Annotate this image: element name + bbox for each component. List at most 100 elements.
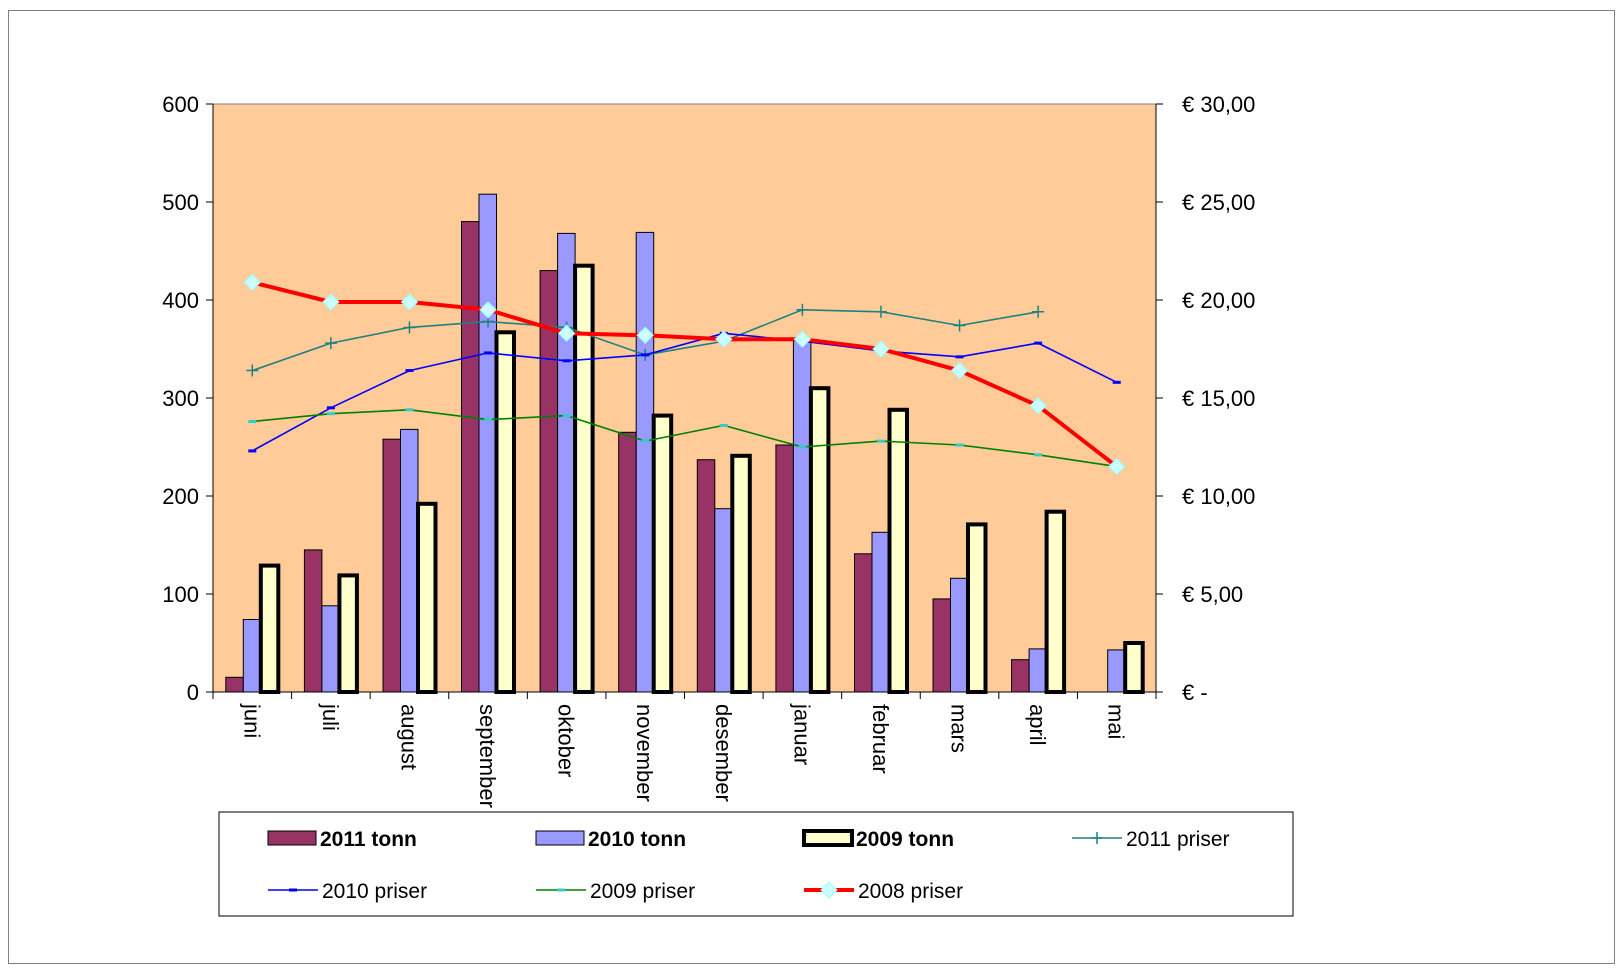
point-2010-priser-september bbox=[484, 351, 493, 355]
bar-2010-tonn-november bbox=[635, 231, 655, 693]
point-2011-priser-juni bbox=[246, 364, 259, 377]
bar-2010-tonn-mai bbox=[1107, 649, 1126, 693]
point-2010-priser-juni bbox=[248, 449, 257, 453]
line-2008-priser bbox=[251, 280, 1118, 469]
bar-2009-tonn-juni bbox=[258, 563, 281, 694]
point-2008-priser-november bbox=[636, 326, 654, 344]
x-tick-label-oktober: oktober bbox=[554, 704, 579, 777]
point-2009-priser-mars bbox=[955, 443, 964, 447]
bar-2009-tonn-februar bbox=[887, 407, 909, 694]
bar-2009-tonn-januar bbox=[808, 386, 831, 694]
point-2009-priser-august bbox=[405, 408, 414, 412]
point-2008-priser-februar bbox=[872, 340, 890, 358]
y-right-tick-label: € 25,00 bbox=[1182, 190, 1255, 215]
bar-2011-tonn-juni bbox=[225, 676, 244, 693]
point-2010-priser-august bbox=[405, 369, 414, 373]
bar-2010-tonn-september bbox=[478, 193, 497, 693]
svg-text:2011 priser: 2011 priser bbox=[1126, 828, 1230, 851]
point-2008-priser-august bbox=[400, 293, 419, 311]
legend-entry-2010-tonn: 2010 tonn bbox=[535, 828, 686, 851]
bar-2009-tonn-oktober bbox=[573, 263, 595, 694]
svg-text:2010 tonn: 2010 tonn bbox=[588, 828, 686, 851]
y-right-tick-label: € 15,00 bbox=[1182, 386, 1255, 411]
x-tick-label-februar: februar bbox=[868, 704, 893, 774]
bar-2009-tonn-mai bbox=[1123, 641, 1145, 694]
bar-2009-tonn-september bbox=[494, 330, 516, 694]
legend-marker-2011-priser bbox=[1091, 832, 1103, 844]
point-2009-priser-september bbox=[484, 418, 493, 422]
legend-marker-2008-priser bbox=[820, 881, 838, 899]
point-2009-priser-januar bbox=[798, 445, 807, 449]
bar-2009-tonn-august bbox=[416, 501, 438, 694]
legend-entry-2009-priser: 2009 priser bbox=[536, 880, 695, 903]
point-2009-priser-juni bbox=[248, 420, 257, 424]
point-2011-priser-januar bbox=[796, 303, 809, 316]
svg-text:2008 priser: 2008 priser bbox=[858, 880, 963, 903]
point-2008-priser-juni bbox=[243, 273, 261, 292]
x-tick-label-juli: juli bbox=[318, 703, 343, 731]
bar-2011-tonn-september bbox=[461, 221, 480, 693]
y-right-tick-label: € 10,00 bbox=[1182, 484, 1255, 509]
point-2010-priser-november bbox=[641, 353, 650, 357]
point-2011-priser-april bbox=[1032, 305, 1045, 318]
plot-area bbox=[212, 103, 1157, 693]
bar-2011-tonn-april bbox=[1011, 659, 1030, 693]
bar-layer bbox=[225, 193, 1145, 695]
y-right-tick-label: € 30,00 bbox=[1182, 92, 1255, 117]
y-left-tick-label: 500 bbox=[162, 190, 199, 215]
y-right-tick-label: € 20,00 bbox=[1182, 288, 1255, 313]
bar-2011-tonn-oktober bbox=[539, 270, 559, 693]
y-left-tick-label: 300 bbox=[162, 386, 199, 411]
point-2010-priser-mai bbox=[1112, 380, 1121, 384]
point-2008-priser-oktober bbox=[557, 324, 576, 343]
svg-text:2010 priser: 2010 priser bbox=[322, 880, 427, 903]
x-tick-label-august: august bbox=[396, 704, 421, 770]
point-2011-priser-februar bbox=[874, 305, 887, 318]
legend-entry-2010-priser: 2010 priser bbox=[268, 880, 427, 903]
x-tick-label-mai: mai bbox=[1104, 704, 1129, 739]
point-2010-priser-oktober bbox=[562, 359, 571, 363]
point-2009-priser-februar bbox=[876, 439, 885, 443]
svg-text:2011 tonn: 2011 tonn bbox=[320, 828, 417, 851]
legend: 2011 tonn 2010 tonn 2009 tonn 2011 priser 20… bbox=[218, 811, 1294, 917]
bar-2010-tonn-oktober bbox=[557, 232, 576, 693]
y-left-tick-label: 200 bbox=[162, 484, 199, 509]
bar-2011-tonn-mars bbox=[932, 598, 951, 693]
y-right-tick-label: € - bbox=[1182, 680, 1208, 705]
bar-2009-tonn-desember bbox=[730, 453, 752, 694]
y-left-tick-label: 0 bbox=[187, 680, 199, 705]
point-2009-priser-juli bbox=[326, 412, 335, 416]
point-2008-priser-desember bbox=[715, 330, 733, 348]
point-2009-priser-november bbox=[641, 439, 650, 443]
bar-2011-tonn-januar bbox=[775, 444, 794, 693]
bar-2010-tonn-juli bbox=[321, 605, 340, 693]
point-2009-priser-desember bbox=[719, 423, 728, 427]
bar-2010-tonn-januar bbox=[792, 338, 812, 693]
point-2008-priser-juli bbox=[322, 293, 340, 311]
x-tick-label-mars: mars bbox=[947, 704, 972, 753]
legend-entry-2011-priser: 2011 priser bbox=[1072, 828, 1230, 851]
y-left-tick-label: 400 bbox=[162, 288, 199, 313]
point-2010-priser-april bbox=[1034, 341, 1043, 345]
x-tick-label-april: april bbox=[1025, 704, 1050, 746]
x-tick-label-september: september bbox=[475, 704, 500, 808]
legend-marker-2010-priser bbox=[289, 888, 297, 892]
bar-2009-tonn-juli bbox=[337, 573, 359, 695]
point-2009-priser-april bbox=[1034, 453, 1043, 457]
bar-2011-tonn-desember bbox=[696, 459, 716, 693]
y-left-tick-label: 600 bbox=[162, 92, 199, 117]
bar-2010-tonn-desember bbox=[714, 508, 733, 693]
point-2008-priser-april bbox=[1029, 397, 1047, 415]
point-2011-priser-august bbox=[403, 321, 416, 334]
bar-2011-tonn-august bbox=[382, 438, 401, 693]
line-2010-priser bbox=[251, 332, 1118, 452]
x-tick-label-november: november bbox=[632, 704, 657, 802]
line-2009-priser bbox=[252, 409, 1117, 468]
legend-marker-2009-priser bbox=[557, 888, 565, 892]
y-right-tick-label: € 5,00 bbox=[1182, 582, 1243, 607]
bar-2011-tonn-februar bbox=[854, 553, 873, 693]
point-2009-priser-oktober bbox=[562, 414, 571, 418]
legend-entry-2011-tonn: 2011 tonn bbox=[267, 828, 417, 851]
legend-entry-2009-tonn: 2009 tonn bbox=[802, 828, 954, 851]
